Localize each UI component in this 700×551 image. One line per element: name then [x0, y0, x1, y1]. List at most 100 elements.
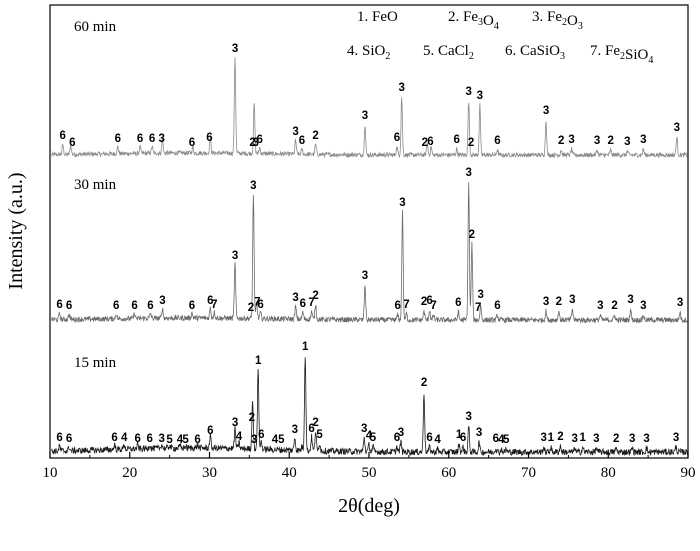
- x-tick-label: 10: [43, 465, 58, 481]
- peak-label: 4: [236, 431, 243, 443]
- peak-label: 3: [673, 432, 679, 444]
- peak-label: 3: [465, 167, 471, 179]
- peak-label: 3: [629, 433, 635, 445]
- peak-label: 4: [498, 434, 505, 446]
- peak-label: 6: [56, 432, 62, 444]
- peak-label: 3: [159, 295, 165, 307]
- peak-label: 6: [460, 432, 466, 444]
- peak-label: 2: [469, 229, 475, 241]
- peak-label: 2: [312, 130, 318, 142]
- peak-label: 1: [302, 341, 309, 353]
- peak-label: 6: [395, 300, 401, 312]
- x-tick-label: 20: [122, 465, 137, 481]
- peak-label: 6: [194, 434, 200, 446]
- peak-label: 3: [640, 134, 646, 146]
- peak-label: 6: [69, 137, 75, 149]
- x-axis-title: 2θ(deg): [338, 495, 400, 517]
- peak-label: 6: [147, 300, 153, 312]
- peak-label: 2: [611, 300, 617, 312]
- peak-label: 6: [300, 298, 306, 310]
- peak-label: 3: [292, 292, 298, 304]
- peak-label: 6: [257, 134, 263, 146]
- peak-label: 3: [477, 90, 483, 102]
- peak-label: 3: [572, 433, 578, 445]
- peak-label: 3: [643, 433, 649, 445]
- peak-label: 3: [569, 294, 575, 306]
- x-tick-label: 30: [202, 465, 217, 481]
- y-axis-title: Intensity (a.u.): [5, 172, 27, 289]
- peak-label: 3: [477, 289, 483, 301]
- legend-entry-7: 7. Fe2SiO4: [590, 43, 653, 66]
- peak-label: 3: [250, 180, 256, 192]
- peak-label: 3: [568, 134, 574, 146]
- x-axis: 10 20 30 40 50 60 70 80 90: [43, 452, 696, 481]
- peak-label: 5: [182, 434, 189, 446]
- peak-label: 3: [232, 417, 238, 429]
- peak-label: 6: [115, 133, 121, 145]
- peak-label: 6: [66, 433, 72, 445]
- peak-label: 3: [361, 423, 367, 435]
- peak-label: 6: [258, 429, 264, 441]
- peak-label: 3: [597, 300, 603, 312]
- peak-label: 7: [430, 300, 436, 312]
- peak-label: 3: [232, 43, 238, 55]
- series-line-60-min: [51, 57, 688, 159]
- peak-label: 6: [149, 133, 155, 145]
- peak-label: 3: [594, 135, 600, 147]
- peak-label: 2: [249, 412, 255, 424]
- legend-entry-4: 4. SiO2: [347, 43, 390, 62]
- x-tick-label: 40: [282, 465, 297, 481]
- peak-label: 6: [146, 433, 152, 445]
- x-tick-label: 90: [681, 465, 696, 481]
- peak-label: 2: [421, 377, 427, 389]
- peak-label: 1: [580, 432, 587, 444]
- peak-label: 6: [299, 135, 305, 147]
- peak-label: 6: [66, 300, 72, 312]
- peak-label: 3: [640, 300, 646, 312]
- peak-label: 3: [476, 427, 482, 439]
- peak-label: 6: [56, 299, 62, 311]
- peak-label: 6: [426, 295, 432, 307]
- peak-label: 6: [455, 297, 461, 309]
- peak-label: 3: [543, 105, 549, 117]
- peak-label: 3: [251, 434, 257, 446]
- peak-label: 5: [166, 434, 173, 446]
- x-tick-label: 50: [362, 465, 377, 481]
- peak-label: 6: [494, 300, 500, 312]
- peak-label: 3: [465, 86, 471, 98]
- peak-label: 3: [398, 427, 404, 439]
- peak-label: 2: [558, 135, 564, 147]
- legend-entry-1: 1. FeO: [357, 9, 398, 25]
- x-tick-label: 80: [601, 465, 616, 481]
- peak-label: 1: [456, 429, 463, 441]
- peak-label: 5: [503, 434, 510, 446]
- peak-label: 6: [60, 130, 66, 142]
- peak-label: 4: [434, 434, 441, 446]
- peak-label: 3: [465, 411, 471, 423]
- peak-label: 7: [403, 299, 409, 311]
- peak-label: 4: [121, 432, 128, 444]
- peak-label: 2: [312, 417, 318, 429]
- peak-label: 3: [674, 122, 680, 134]
- peak-label: 6: [189, 137, 195, 149]
- peak-label: 3: [158, 433, 164, 445]
- peak-label: 7: [308, 297, 314, 309]
- peak-label: 3: [624, 136, 630, 148]
- peak-label: 3: [362, 270, 368, 282]
- peak-label: 3: [292, 126, 298, 138]
- peak-label: 5: [316, 429, 323, 441]
- peak-label: 4: [272, 434, 279, 446]
- peak-label: 4: [177, 434, 184, 446]
- peak-label: 6: [494, 135, 500, 147]
- peak-label: 7: [211, 299, 217, 311]
- series-name-label: 60 min: [74, 19, 117, 35]
- series-line-30-min: [51, 182, 688, 324]
- peak-label: 6: [308, 423, 314, 435]
- peak-label: 6: [206, 132, 212, 144]
- peak-label: 6: [207, 425, 213, 437]
- peak-label: 6: [257, 299, 263, 311]
- peak-label: 2: [249, 137, 255, 149]
- peak-label: 3: [232, 250, 238, 262]
